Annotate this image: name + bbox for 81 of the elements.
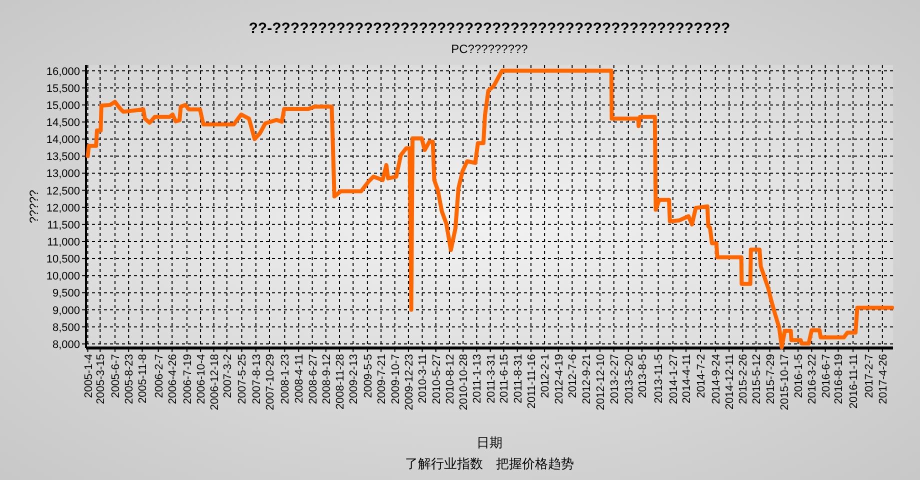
- x-tick-label: 2015-5-12: [750, 354, 763, 404]
- x-tick-label: 2009-2-13: [348, 354, 360, 404]
- x-tick-label: 2011-3-31: [485, 354, 498, 404]
- x-tick-label: 2011-6-15: [498, 354, 511, 404]
- x-tick-label: 2010-3-11: [417, 354, 430, 404]
- x-tick-label: 2006-2-7: [153, 354, 166, 398]
- x-tick-label: 2014-1-27: [668, 354, 680, 404]
- x-tick-label: 2016-11-11: [848, 354, 860, 409]
- y-tick-label: 14,000: [46, 134, 80, 146]
- x-tick-label: 2005-1-4: [82, 354, 95, 398]
- x-tick-label: 2007-8-13: [250, 354, 263, 404]
- x-tick-label: 2007-3-2: [222, 354, 234, 398]
- x-tick-label: 2012-7-6: [567, 354, 580, 398]
- x-tick-label: 2008-9-12: [320, 354, 333, 404]
- chart-title: ??-??????????????????????????????????????????????????: [248, 20, 730, 37]
- x-tick-label: 2016-1-5: [793, 354, 806, 398]
- x-tick-label: 2009-12-23: [403, 354, 416, 410]
- x-tick-label: 2007-5-25: [236, 354, 249, 404]
- y-tick-label: 9,000: [52, 304, 80, 317]
- x-tick-label: 2013-8-5: [636, 354, 649, 398]
- x-tick-label: 2014-7-2: [695, 354, 708, 398]
- x-tick-label: 2006-7-19: [182, 354, 194, 404]
- x-tick-label: 2012-4-19: [553, 354, 566, 404]
- x-tick-label: 2017-4-26: [877, 354, 890, 404]
- text: 了解行业指数 把握价格趋势: [405, 456, 574, 471]
- y-tick-label: 8,000: [52, 338, 80, 351]
- x-tick-label: 2011-1-13: [472, 354, 484, 404]
- y-tick-label: 11,000: [47, 236, 80, 248]
- x-tick-label: 2011-8-31: [512, 354, 524, 404]
- x-tick-label: 2009-5-5: [362, 354, 374, 398]
- x-tick-label: 2005-8-23: [124, 354, 136, 404]
- line-series: [86, 68, 894, 350]
- x-tick-label: 2014-12-11: [724, 354, 736, 410]
- y-tick-label: 14,500: [46, 117, 80, 130]
- x-tick-label: 2012-12-10: [594, 354, 607, 410]
- y-tick-label: 12,500: [46, 185, 80, 198]
- x-tick-label: 2013-2-27: [608, 354, 621, 404]
- x-tick-label: 2016-3-22: [806, 354, 819, 404]
- x-tick-label: 2015-7-29: [764, 354, 777, 404]
- x-tick-label: 2012-2-1: [540, 354, 552, 398]
- x-tick-label: 2013-11-5: [653, 354, 666, 404]
- y-tick-label: 15,000: [46, 100, 80, 112]
- x-tick-label: 2006-10-4: [196, 354, 208, 404]
- x-tick-label: 2017-2-7: [864, 354, 876, 398]
- x-tick-label: 2009-7-21: [376, 354, 388, 404]
- x-tick-label: 2008-6-27: [307, 354, 320, 404]
- x-tick-label: 2005-6-7: [110, 354, 122, 398]
- x-tick-label: 2016-6-7: [820, 354, 832, 398]
- x-tick-label: 2011-11-16: [526, 354, 538, 409]
- x-tick-label: 2005-11-8: [137, 354, 150, 404]
- y-tick-label: 9,500: [52, 288, 80, 300]
- y-tick-label: 13,000: [46, 168, 80, 180]
- x-tick-label: 2010-5-27: [430, 354, 443, 404]
- y-tick-label: 11,500: [47, 219, 80, 232]
- x-tick-label: 2006-4-26: [167, 354, 180, 404]
- y-tick-label: 16,000: [46, 66, 80, 78]
- x-tick-label: 2010-10-28: [458, 354, 470, 410]
- y-tick-label: 13,500: [46, 151, 80, 164]
- x-tick-label: 2008-1-23: [280, 354, 292, 404]
- y-tick-label: 15,500: [46, 82, 80, 95]
- x-tick-label: 2008-11-28: [334, 354, 346, 410]
- y-tick-label: 12,000: [46, 202, 80, 214]
- x-tick-label: 2006-12-18: [208, 354, 221, 410]
- x-tick-label: 2010-8-12: [444, 354, 456, 404]
- x-tick-label: 2009-10-7: [390, 354, 402, 404]
- x-tick-label: 2007-10-29: [264, 354, 276, 410]
- y-axis-title: ?????: [27, 189, 41, 224]
- chart-subtitle: PC?????????: [451, 42, 528, 56]
- x-tick-label: 2012-9-21: [580, 354, 593, 404]
- x-tick-label: 2014-4-11: [680, 354, 693, 404]
- x-tick-label: 2005-3-15: [95, 354, 108, 404]
- x-tick-label: 2015-10-17: [778, 354, 791, 410]
- x-tick-label: 2016-8-19: [833, 354, 846, 404]
- x-tick-label: 2013-5-20: [623, 354, 636, 404]
- x-tick-label: 2015-2-26: [738, 354, 750, 404]
- y-tick-label: 8,500: [52, 322, 80, 334]
- x-tick-label: 2008-4-11: [294, 354, 306, 404]
- y-tick-label: 10,000: [46, 270, 80, 283]
- x-tick-label: 2014-9-24: [710, 354, 722, 404]
- x-axis-title: 日期: [476, 435, 502, 450]
- y-tick-label: 10,500: [46, 254, 80, 266]
